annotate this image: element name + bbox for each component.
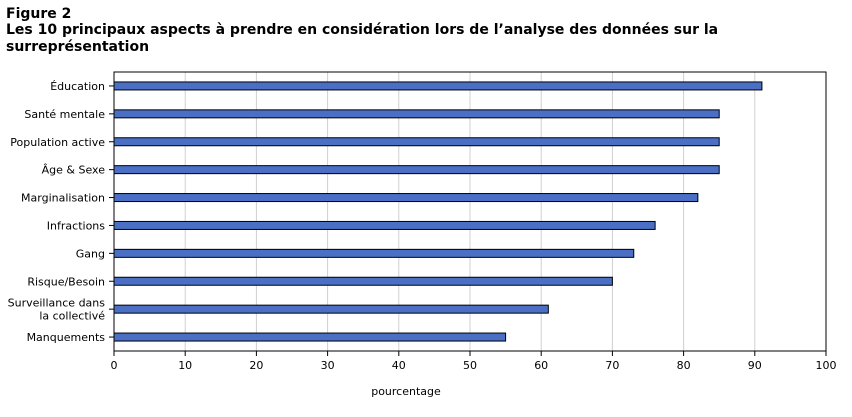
x-tick-label: 40 (392, 359, 406, 372)
bar (113, 332, 507, 342)
bar (113, 276, 613, 286)
category-label: Gang (76, 247, 105, 260)
bar (113, 137, 720, 147)
category-label: Risque/Besoin (27, 275, 105, 288)
x-tick-label: 50 (463, 359, 477, 372)
x-tick-label: 30 (321, 359, 335, 372)
x-tick-label: 20 (249, 359, 263, 372)
bar (113, 109, 720, 119)
grid-lines (184, 72, 756, 351)
bar (113, 193, 699, 203)
category-label: Éducation (50, 80, 105, 93)
x-tick-label: 70 (605, 359, 619, 372)
bars (113, 81, 763, 342)
category-label: Santé mentale (24, 108, 105, 121)
bar (113, 248, 635, 258)
category-label: Population active (10, 136, 105, 149)
x-axis-ticks: 0 10 20 30 40 50 60 70 80 90 100 (111, 351, 837, 372)
category-labels: Éducation Santé mentale Population active Â… (8, 80, 114, 344)
category-label: la collectivé (39, 310, 105, 323)
bar (113, 220, 656, 230)
category-label: Manquements (27, 331, 106, 344)
figure-label: Figure 2 (6, 6, 72, 22)
category-label: Infractions (47, 219, 105, 232)
x-tick-label: 60 (534, 359, 548, 372)
x-tick-label: 80 (677, 359, 691, 372)
x-tick-label: 100 (816, 359, 837, 372)
bar (113, 304, 549, 314)
x-axis-title: pourcentage (371, 385, 441, 398)
bar (113, 165, 720, 175)
bar (113, 81, 763, 91)
category-label: Marginalisation (21, 192, 105, 205)
x-tick-label: 90 (748, 359, 762, 372)
category-label: Âge & Sexe (42, 164, 106, 177)
chart-title: Les 10 principaux aspects à prendre en c… (6, 22, 719, 55)
x-tick-label: 0 (111, 359, 118, 372)
x-tick-label: 10 (178, 359, 192, 372)
category-label: Surveillance dans (8, 297, 106, 310)
